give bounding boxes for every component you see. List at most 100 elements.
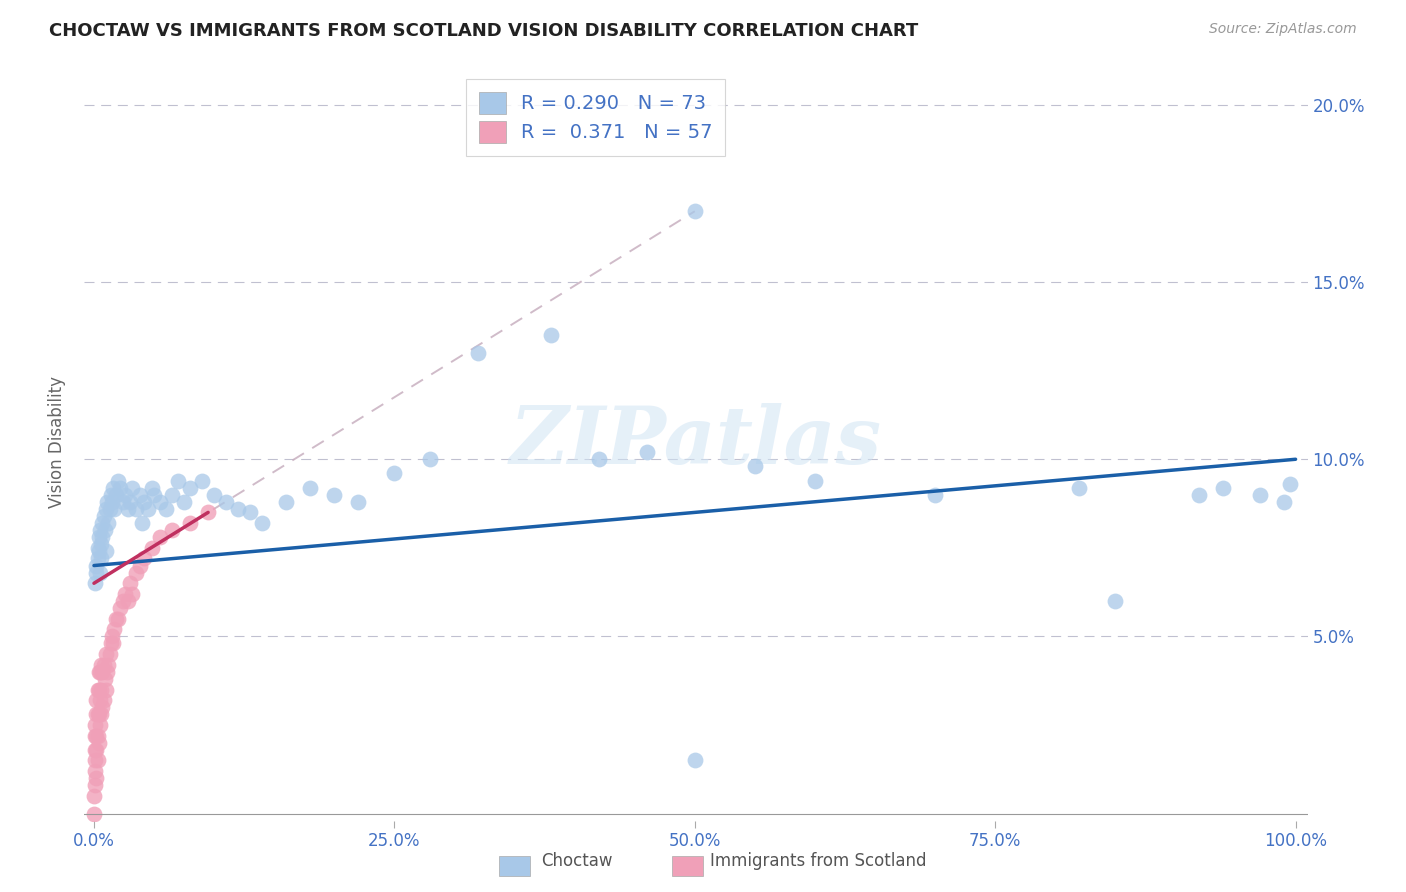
Point <box>90 682 112 697</box>
Point <box>91 700 114 714</box>
Point <box>104 612 127 626</box>
Point <box>87 736 110 750</box>
Point <box>141 481 163 495</box>
Point <box>1212 481 1234 495</box>
Point <box>110 601 132 615</box>
Point <box>84 729 107 743</box>
Point <box>636 445 658 459</box>
Point <box>136 501 159 516</box>
Point <box>84 764 107 778</box>
Point <box>86 551 108 566</box>
Point <box>84 778 107 792</box>
Point <box>94 647 117 661</box>
Point <box>94 672 117 686</box>
Point <box>382 467 405 481</box>
Text: Choctaw: Choctaw <box>541 852 613 870</box>
Point <box>683 204 706 219</box>
Point <box>121 587 143 601</box>
Text: CHOCTAW VS IMMIGRANTS FROM SCOTLAND VISION DISABILITY CORRELATION CHART: CHOCTAW VS IMMIGRANTS FROM SCOTLAND VISI… <box>49 22 918 40</box>
Point <box>87 530 110 544</box>
Point <box>86 707 108 722</box>
Point <box>103 481 125 495</box>
Point <box>101 629 124 643</box>
Text: Source: ZipAtlas.com: Source: ZipAtlas.com <box>1209 22 1357 37</box>
Point <box>588 452 610 467</box>
Point <box>98 501 121 516</box>
Point <box>149 530 172 544</box>
Point <box>89 523 111 537</box>
Point <box>103 501 125 516</box>
Point <box>89 693 111 707</box>
Point <box>90 707 112 722</box>
Point <box>173 495 195 509</box>
Point <box>1104 594 1126 608</box>
Point <box>86 566 108 580</box>
Point <box>155 501 177 516</box>
Point <box>86 743 108 757</box>
Point <box>86 707 108 722</box>
Point <box>86 771 108 785</box>
Point <box>167 474 190 488</box>
Point <box>924 488 946 502</box>
Point <box>1272 495 1295 509</box>
Point <box>1188 488 1211 502</box>
Point <box>103 623 125 637</box>
Point <box>90 551 112 566</box>
Point <box>1278 477 1301 491</box>
Point <box>93 508 115 523</box>
Point <box>89 566 111 580</box>
Point <box>98 647 121 661</box>
Point <box>94 501 117 516</box>
Point <box>94 682 117 697</box>
Point <box>111 594 134 608</box>
Point <box>91 665 114 679</box>
Point <box>114 488 136 502</box>
Point <box>134 551 156 566</box>
Point <box>419 452 441 467</box>
Point <box>128 558 150 573</box>
Point <box>97 516 120 530</box>
Point <box>1249 488 1271 502</box>
Point <box>744 459 766 474</box>
Point <box>91 530 114 544</box>
Point <box>93 693 115 707</box>
Text: Immigrants from Scotland: Immigrants from Scotland <box>710 852 927 870</box>
Point <box>86 753 108 767</box>
Point <box>83 806 105 821</box>
Point <box>121 481 143 495</box>
Point <box>100 636 122 650</box>
Point <box>96 495 118 509</box>
Point <box>104 488 127 502</box>
Point <box>89 665 111 679</box>
Point <box>94 544 117 558</box>
Point <box>101 495 124 509</box>
Point <box>134 495 156 509</box>
Point <box>86 682 108 697</box>
Point <box>276 495 298 509</box>
Point <box>179 481 201 495</box>
Point <box>299 481 322 495</box>
Point <box>110 481 132 495</box>
Point <box>91 516 114 530</box>
Point <box>226 501 249 516</box>
Point <box>1069 481 1091 495</box>
Point <box>117 594 139 608</box>
Point <box>94 523 117 537</box>
Point <box>128 488 150 502</box>
Point <box>87 682 110 697</box>
Point <box>84 576 107 591</box>
Point <box>804 474 827 488</box>
Point <box>160 488 183 502</box>
Point <box>131 516 153 530</box>
Point <box>179 516 201 530</box>
Point <box>84 718 107 732</box>
Point <box>87 707 110 722</box>
Point <box>84 753 107 767</box>
Text: ZIPatlas: ZIPatlas <box>510 403 882 480</box>
Point <box>250 516 273 530</box>
Point <box>107 474 129 488</box>
Point <box>89 718 111 732</box>
Point <box>239 505 262 519</box>
Point <box>118 495 141 509</box>
Point <box>125 501 148 516</box>
